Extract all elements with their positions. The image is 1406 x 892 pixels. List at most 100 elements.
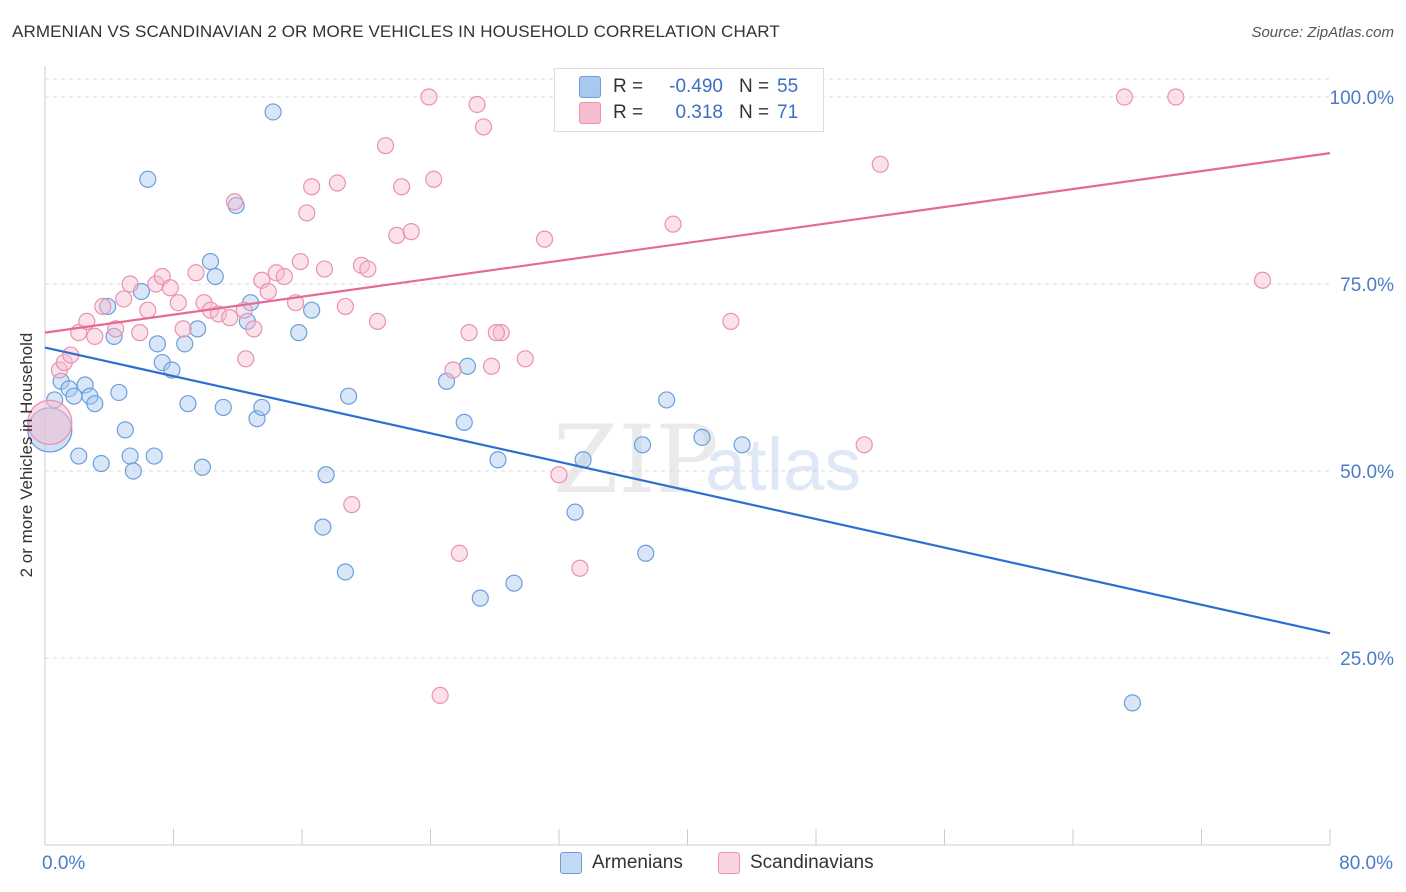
y-tick-label: 100.0%	[1330, 88, 1395, 109]
armenians-point	[505, 574, 523, 592]
armenians-point	[86, 395, 104, 413]
scandinavians-legend-swatch	[718, 852, 740, 874]
y-tick-label: 75.0%	[1340, 275, 1394, 296]
grid-lines	[45, 78, 1330, 659]
armenians-point	[253, 398, 271, 417]
scandinavians-point	[315, 260, 334, 278]
scandinavians-point	[431, 686, 449, 705]
scandinavians-point	[169, 294, 187, 312]
scandinavians-point	[468, 95, 486, 114]
armenians-point	[303, 301, 321, 319]
scandinavians-point	[420, 88, 438, 106]
armenians-point	[176, 335, 194, 353]
y-axis-title-wrap: 2 or more Vehicles in Household	[17, 310, 37, 600]
armenians-point	[336, 563, 354, 581]
legend-r-label: R =	[613, 102, 644, 123]
scandinavians-point	[855, 436, 873, 454]
legend-r-value: -0.490	[669, 76, 723, 97]
scandinavians-point	[392, 178, 411, 196]
legend-r-value: 0.318	[675, 102, 723, 123]
armenians-point	[489, 451, 507, 469]
armenians-point	[658, 391, 676, 409]
armenians-point	[179, 395, 197, 413]
armenians-point	[214, 398, 232, 417]
scandinavians-point	[259, 282, 277, 301]
x-tick-label: 0.0%	[42, 853, 85, 874]
scandinavians-point	[460, 324, 478, 342]
scandinavians-point	[131, 324, 149, 342]
bottom-legend-scandinavians: Scandinavians	[718, 852, 874, 874]
legend-n-label: N =	[739, 76, 770, 97]
armenians-point	[693, 428, 711, 446]
scandinavians-point	[86, 327, 104, 345]
armenians-trend-line	[44, 346, 1331, 635]
scandinavians-point	[343, 496, 361, 514]
armenians-point	[121, 447, 139, 465]
armenians-point	[188, 320, 207, 338]
legend-row-scandinavians: R = 0.318 N = 71	[579, 100, 798, 126]
tick-labels: 25.0% 50.0% 75.0% 100.0% 0.0% 80.0%	[42, 88, 1394, 874]
armenians-point	[290, 324, 308, 342]
data-points	[27, 88, 1272, 712]
armenians-point	[248, 410, 266, 428]
stats-legend: R = -0.490 N = 55 R = 0.318 N = 71	[554, 68, 824, 132]
scandinavians-point	[487, 324, 505, 342]
scandinavians-point	[237, 350, 255, 368]
scandinavians-point	[303, 178, 321, 196]
scandinavians-point	[1167, 88, 1185, 106]
armenians-point	[70, 447, 88, 465]
scandinavians-point	[221, 309, 239, 327]
armenians-point	[116, 421, 134, 439]
scandinavians-point	[1115, 88, 1134, 106]
armenians-point	[317, 466, 335, 484]
scandinavians-point	[245, 320, 263, 338]
armenians-point	[471, 589, 489, 607]
watermark: ZIP atlas	[553, 406, 861, 515]
armenians-point	[76, 376, 94, 394]
scandinavians-point	[425, 170, 443, 188]
trend-lines	[44, 152, 1331, 635]
armenians-point	[637, 544, 655, 562]
armenians-point	[206, 267, 224, 286]
scandinavians-point	[291, 252, 309, 271]
scandinavians-point	[139, 301, 157, 319]
armenians-point	[201, 252, 220, 271]
bottom-legend-armenians: Armenians	[560, 852, 683, 874]
scandinavians-point	[225, 193, 244, 211]
scandinavians-point	[107, 320, 125, 338]
armenians-point	[145, 447, 163, 465]
scandinavians-point	[275, 267, 293, 286]
armenians-point	[458, 357, 477, 375]
scandinavians-point	[444, 361, 462, 379]
armenians-point	[148, 335, 167, 353]
scandinavians-point	[94, 297, 112, 316]
scandinavians-legend-label: Scandinavians	[750, 852, 874, 873]
scandinavians-point	[298, 204, 316, 222]
armenians-point	[339, 387, 358, 405]
y-axis-title: 2 or more Vehicles in Household	[17, 332, 36, 578]
scandinavians-trend-line	[44, 152, 1331, 334]
scandinavians-point	[376, 137, 395, 155]
scandinavians-point	[368, 312, 387, 330]
chart-source: Source: ZipAtlas.com	[1251, 24, 1394, 41]
scandinavians-point	[516, 350, 534, 368]
scandinavians-point	[388, 226, 406, 244]
legend-n-value: 55	[777, 76, 799, 97]
armenians-point	[264, 103, 282, 121]
armenians-point	[110, 383, 128, 402]
y-tick-label: 50.0%	[1340, 462, 1394, 483]
legend-row-armenians: R = -0.490 N = 55	[579, 74, 798, 100]
armenians-point	[633, 436, 652, 454]
scandinavians-point	[535, 230, 554, 248]
scandinavians-point	[27, 399, 73, 445]
scandinavians-point	[121, 275, 139, 293]
watermark-zip: ZIP	[553, 406, 719, 515]
scandinavians-point	[871, 155, 889, 173]
chart-title: ARMENIAN VS SCANDINAVIAN 2 OR MORE VEHIC…	[12, 22, 780, 41]
scandinavians-point	[1253, 271, 1272, 289]
scandinavians-point	[336, 297, 354, 316]
scandinavians-point	[402, 223, 420, 241]
legend-n-value: 71	[777, 102, 799, 123]
legend-n-label: N =	[739, 102, 770, 123]
